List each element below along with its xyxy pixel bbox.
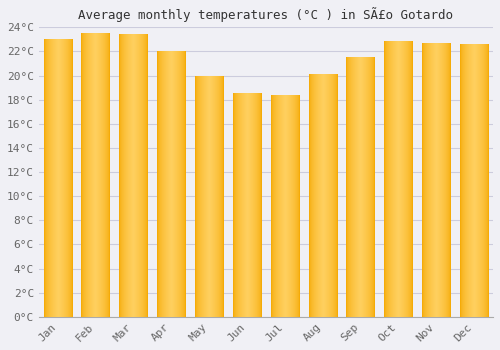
- Bar: [308, 74, 337, 317]
- Bar: [384, 42, 412, 317]
- Bar: [119, 35, 148, 317]
- Bar: [195, 77, 224, 317]
- Bar: [422, 43, 450, 317]
- Bar: [44, 39, 72, 317]
- Title: Average monthly temperatures (°C ) in SÃ£o Gotardo: Average monthly temperatures (°C ) in SÃ…: [78, 7, 454, 22]
- Bar: [157, 51, 186, 317]
- Bar: [82, 33, 110, 317]
- Bar: [346, 57, 375, 317]
- Bar: [233, 93, 261, 317]
- Bar: [460, 44, 488, 317]
- Bar: [270, 95, 299, 317]
